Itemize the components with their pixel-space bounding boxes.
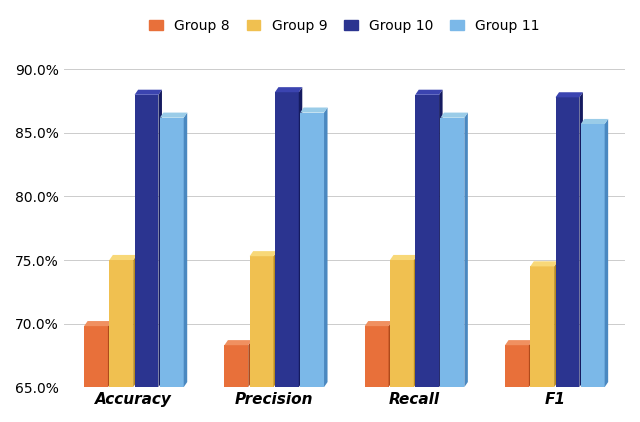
Polygon shape — [505, 345, 529, 387]
Polygon shape — [134, 95, 159, 387]
Polygon shape — [581, 119, 608, 124]
Polygon shape — [556, 92, 583, 97]
Polygon shape — [324, 108, 328, 387]
Polygon shape — [581, 124, 605, 387]
Polygon shape — [531, 266, 554, 387]
Polygon shape — [184, 113, 188, 387]
Polygon shape — [365, 321, 392, 326]
Polygon shape — [529, 340, 532, 387]
Legend: Group 8, Group 9, Group 10, Group 11: Group 8, Group 9, Group 10, Group 11 — [144, 14, 545, 38]
Polygon shape — [415, 95, 439, 387]
Polygon shape — [440, 118, 465, 387]
Polygon shape — [505, 340, 532, 345]
Polygon shape — [439, 90, 443, 387]
Polygon shape — [250, 256, 273, 387]
Polygon shape — [248, 340, 252, 387]
Polygon shape — [365, 326, 388, 387]
Polygon shape — [605, 119, 608, 387]
Polygon shape — [440, 113, 468, 118]
Polygon shape — [531, 261, 557, 266]
Polygon shape — [159, 90, 162, 387]
Polygon shape — [108, 321, 111, 387]
Polygon shape — [109, 255, 137, 260]
Polygon shape — [415, 90, 443, 95]
Polygon shape — [84, 321, 111, 326]
Polygon shape — [554, 261, 557, 387]
Polygon shape — [134, 90, 162, 95]
Polygon shape — [133, 255, 137, 387]
Polygon shape — [579, 92, 583, 387]
Polygon shape — [225, 345, 248, 387]
Polygon shape — [225, 340, 252, 345]
Polygon shape — [299, 87, 302, 387]
Polygon shape — [414, 255, 417, 387]
Polygon shape — [300, 113, 324, 387]
Polygon shape — [388, 321, 392, 387]
Polygon shape — [160, 118, 184, 387]
Polygon shape — [84, 326, 108, 387]
Polygon shape — [300, 108, 328, 113]
Polygon shape — [275, 87, 302, 92]
Polygon shape — [273, 251, 277, 387]
Polygon shape — [275, 92, 299, 387]
Polygon shape — [556, 97, 579, 387]
Polygon shape — [109, 260, 133, 387]
Polygon shape — [390, 255, 417, 260]
Polygon shape — [390, 260, 414, 387]
Polygon shape — [250, 251, 277, 256]
Polygon shape — [465, 113, 468, 387]
Polygon shape — [160, 113, 188, 118]
